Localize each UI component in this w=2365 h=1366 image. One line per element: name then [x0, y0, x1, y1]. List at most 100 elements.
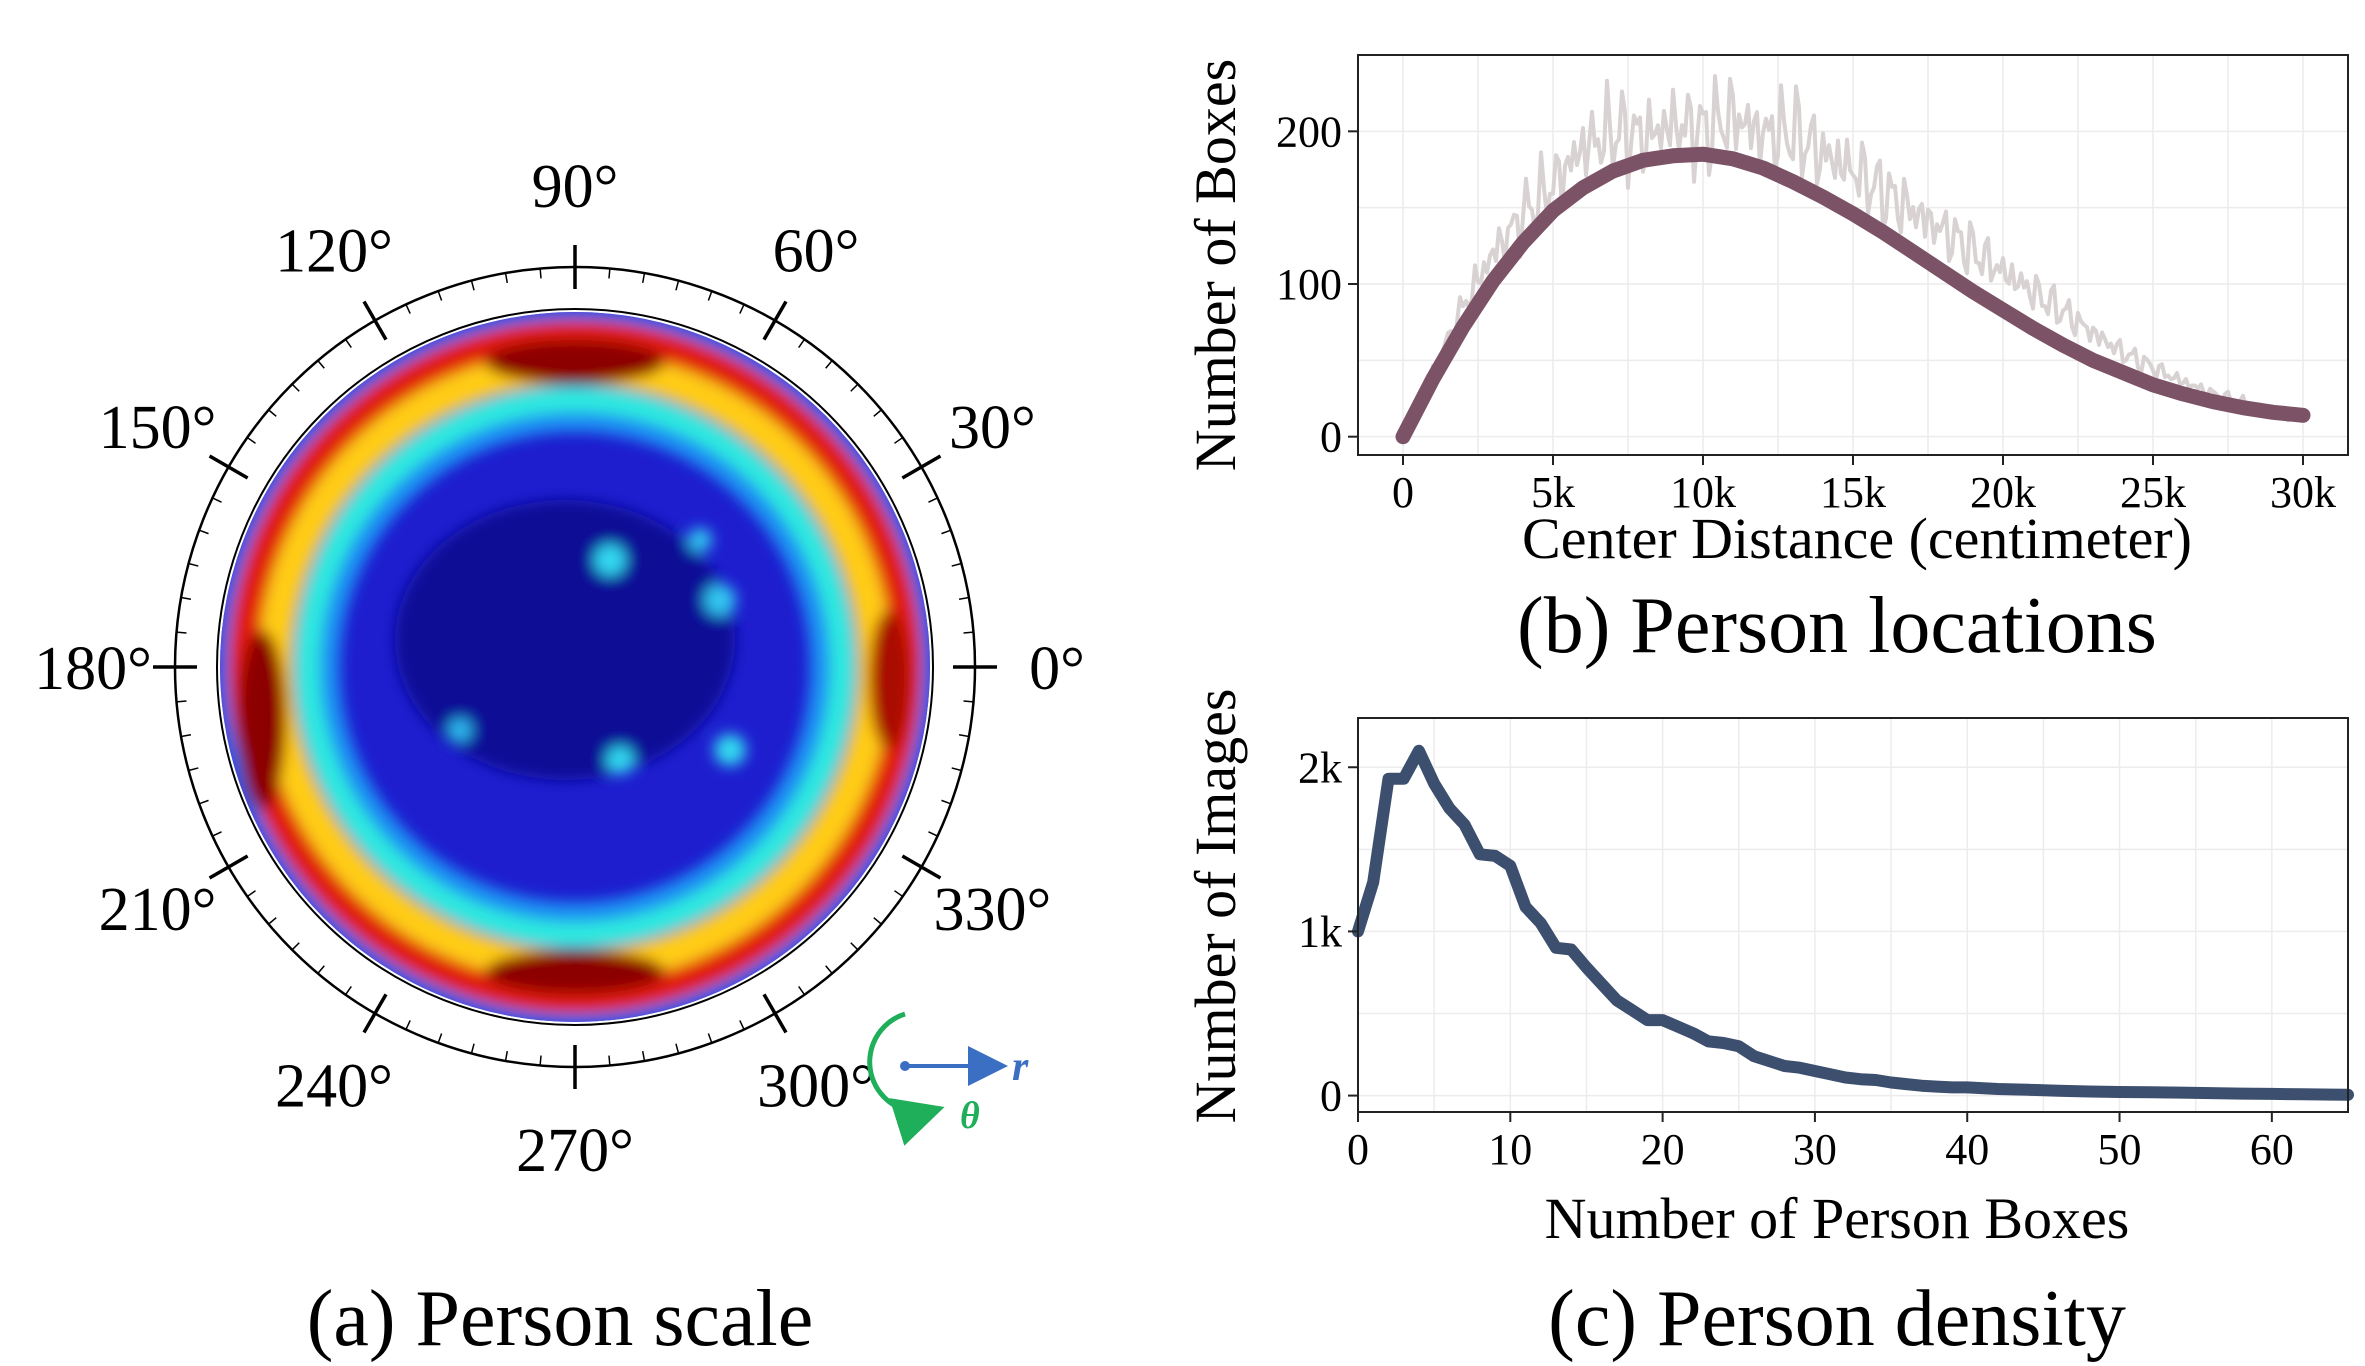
polar-minor-tick — [850, 383, 859, 392]
polar-minor-tick — [641, 272, 646, 284]
polar-angle-label: 270° — [516, 1117, 634, 1185]
polar-minor-tick — [941, 799, 952, 805]
polar-angle-label: 0° — [1029, 635, 1085, 703]
polar-angle-label: 330° — [934, 876, 1052, 944]
locations-caption: (b) Person locations — [1517, 582, 2157, 670]
x-tick-label: 15k — [1820, 468, 1886, 517]
polar-major-tick — [208, 854, 249, 880]
polar-heatmap-disk — [220, 312, 930, 1022]
x-tick-label: 10 — [1488, 1125, 1532, 1174]
polar-minor-tick — [212, 497, 222, 503]
polar-minor-tick — [176, 700, 187, 703]
x-tick-label: 30k — [2270, 468, 2336, 517]
x-tick-label: 20k — [1970, 468, 2036, 517]
x-tick-label: 30 — [1793, 1125, 1837, 1174]
polar-minor-tick — [825, 965, 833, 974]
density-x-axis-label: Number of Person Boxes — [1545, 1186, 2130, 1251]
polar-major-tick — [762, 300, 788, 341]
polar-minor-tick — [707, 290, 713, 301]
polar-major-tick — [901, 454, 942, 480]
polar-angle-label: 300° — [757, 1052, 875, 1120]
polar-minor-tick — [641, 1050, 646, 1062]
polar-angle-label: 180° — [34, 635, 152, 703]
polar-minor-tick — [180, 596, 192, 601]
polar-minor-tick — [958, 733, 970, 738]
polar-minor-tick — [873, 409, 882, 417]
polar-minor-tick — [798, 338, 806, 348]
x-tick-label: 5k — [1531, 468, 1575, 517]
polar-minor-tick — [198, 529, 209, 535]
polar-angle-label: 60° — [773, 218, 860, 286]
polar-minor-tick — [198, 799, 209, 805]
person-locations-chart: 0 5k 10k 15k 20k 25k 30k 0 100 200 Center Distanc… — [1183, 54, 2349, 670]
locations-raw-histogram-line — [1401, 74, 2304, 438]
polar-minor-tick — [291, 942, 300, 951]
x-tick-label: 10k — [1670, 468, 1736, 517]
angular-direction-label: θ — [960, 1095, 980, 1137]
x-tick-label: 20 — [1641, 1125, 1685, 1174]
polar-minor-tick — [246, 436, 256, 444]
polar-minor-tick — [504, 272, 509, 284]
x-tick-label: 0 — [1347, 1125, 1369, 1174]
polar-minor-tick — [941, 529, 952, 535]
polar-minor-tick — [798, 986, 806, 996]
polar-minor-tick — [675, 280, 680, 291]
polar-minor-ticks — [176, 268, 974, 1066]
polar-minor-tick — [951, 767, 962, 772]
radial-direction-label: r — [1012, 1044, 1029, 1090]
polar-minor-tick — [850, 942, 859, 951]
x-tick-label: 0 — [1392, 468, 1414, 517]
polar-minor-tick — [963, 700, 974, 703]
y-tick-label: 100 — [1276, 260, 1342, 309]
locations-fitted-curve — [1395, 146, 2311, 445]
polar-major-tick — [362, 993, 388, 1034]
polar-minor-tick — [951, 562, 962, 567]
polar-minor-tick — [317, 360, 325, 369]
polar-minor-tick — [317, 965, 325, 974]
polar-minor-tick — [608, 1055, 611, 1066]
polar-minor-tick — [470, 1043, 475, 1054]
polar-minor-tick — [539, 1055, 542, 1066]
locations-y-axis-label: Number of Boxes — [1183, 59, 1248, 471]
y-tick-label: 2k — [1298, 743, 1342, 792]
x-tick-label: 25k — [2120, 468, 2186, 517]
polar-minor-tick — [180, 733, 192, 738]
polar-minor-tick — [928, 831, 938, 837]
density-line — [1352, 744, 2354, 1101]
y-tick-label: 1k — [1298, 907, 1342, 956]
polar-minor-tick — [470, 280, 475, 291]
density-y-axis-label: Number of Images — [1183, 689, 1248, 1124]
polar-minor-tick — [344, 986, 352, 996]
polar-minor-tick — [344, 338, 352, 348]
polar-angle-label: 240° — [275, 1052, 393, 1120]
polar-axis-legend: r θ — [867, 1011, 1029, 1146]
y-tick-label: 0 — [1320, 1072, 1342, 1121]
polar-minor-tick — [873, 917, 882, 925]
polar-minor-tick — [928, 497, 938, 503]
scale-caption: (a) Person scale — [307, 1275, 813, 1363]
person-density-chart: 0 10 20 30 40 50 60 0 1k 2k Number of Person Boxe… — [1183, 689, 2354, 1363]
locations-x-axis-label: Center Distance (centimeter) — [1522, 506, 2192, 571]
polar-minor-tick — [739, 1020, 745, 1030]
polar-minor-tick — [963, 631, 974, 634]
polar-minor-tick — [188, 767, 199, 772]
polar-angle-label: 120° — [275, 218, 393, 286]
polar-major-ticks — [153, 245, 997, 1089]
polar-heatmap-chart: 0° 30° 60° 90° 120° 150° 180° 210° 240° 270° 300° 3… — [34, 153, 1085, 1185]
polar-minor-tick — [894, 890, 904, 898]
polar-minor-tick — [291, 383, 300, 392]
polar-minor-tick — [675, 1043, 680, 1054]
x-tick-label: 60 — [2250, 1125, 2294, 1174]
y-tick-label: 200 — [1276, 107, 1342, 156]
polar-minor-tick — [608, 268, 611, 279]
polar-major-tick — [362, 300, 388, 341]
x-tick-label: 50 — [2098, 1125, 2142, 1174]
polar-minor-tick — [707, 1033, 713, 1044]
polar-major-tick — [762, 993, 788, 1034]
polar-angle-labels: 0° 30° 60° 90° 120° 150° 180° 210° 240° 270° 300° 3… — [34, 153, 1085, 1185]
polar-major-tick — [208, 454, 249, 480]
polar-minor-tick — [405, 304, 411, 314]
polar-minor-tick — [246, 890, 256, 898]
polar-minor-tick — [437, 1033, 443, 1044]
